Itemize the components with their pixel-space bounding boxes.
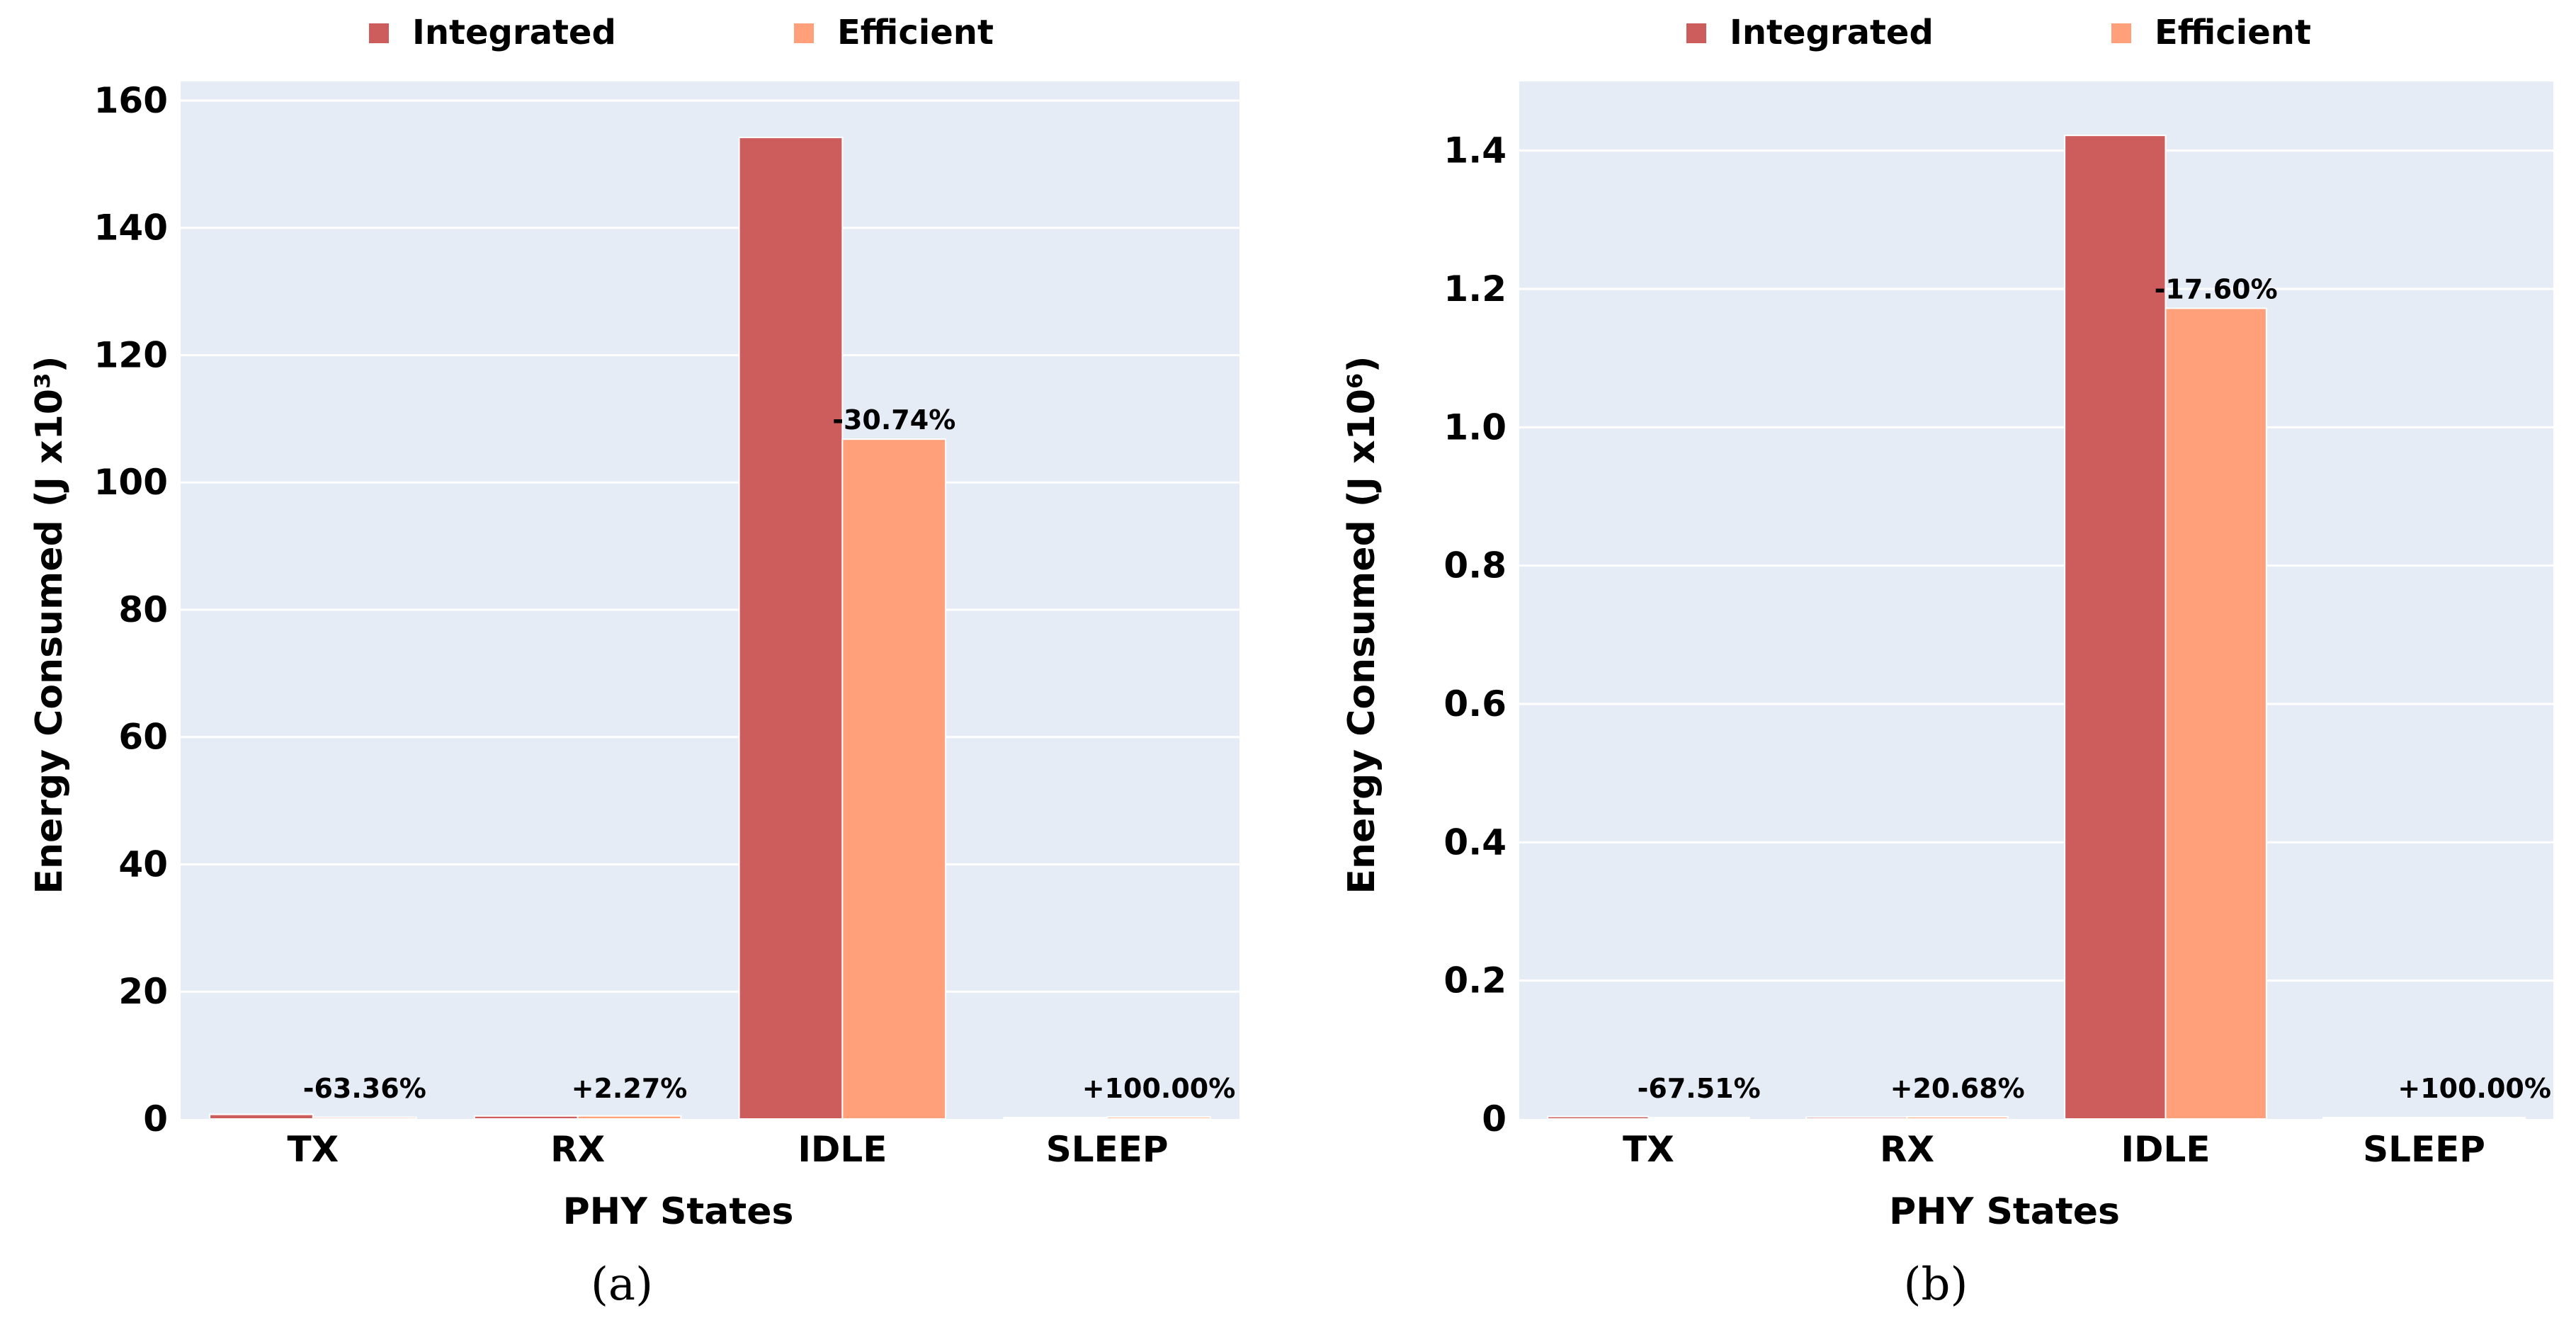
y-tick-label: 1.4 [1443,130,1507,171]
y-tick-label: 0.2 [1443,960,1507,1001]
panel-caption: (b) [1904,1258,1968,1311]
legend-label-integrated: Integrated [412,13,616,52]
bar-efficient-idle [841,438,947,1120]
chart-a: 0 20 40 60 80 100 120 140 160 -63.36% TX +2.27% RX -3… [28,13,1239,1311]
bar-percentage-label: -30.74% [832,404,955,436]
bar-efficient-sleep [1106,1116,1211,1120]
bar-integrated-rx [1805,1116,1908,1120]
bar-efficient-idle [2164,307,2267,1120]
bar-percentage-label: +2.27% [572,1073,688,1104]
y-tick-label: 60 [118,717,168,758]
y-tick-label: 40 [118,843,168,885]
bar-percentage-label: -63.36% [303,1073,426,1104]
y-tick-label: 1.2 [1443,268,1507,309]
legend-swatch-integrated [368,22,390,45]
plot-background [181,81,1239,1119]
y-tick-label: 100 [94,462,168,503]
y-tick-label: 0 [1482,1098,1507,1139]
bar-efficient-rx [577,1115,682,1120]
y-tick-label: 0.8 [1443,545,1507,586]
bar-efficient-tx [312,1116,417,1120]
bar-integrated-rx [473,1115,579,1120]
bar-percentage-label: -17.60% [2155,273,2278,305]
y-tick-label: 80 [118,589,168,630]
y-axis-title: Energy Consumed (J x10⁶) [1341,356,1383,894]
x-tick-label: RX [550,1129,605,1170]
y-axis-title: Energy Consumed (J x10³) [28,356,71,894]
x-axis-title: PHY States [563,1190,794,1233]
bar-integrated-tx [209,1113,314,1120]
legend-swatch-integrated [1685,22,1708,45]
x-tick-label: SLEEP [2363,1129,2485,1170]
y-tick-label: 0.6 [1443,683,1507,724]
y-tick-label: 140 [94,208,168,249]
x-axis-title: PHY States [1889,1190,2120,1233]
y-tick-label: 120 [94,334,168,375]
bar-percentage-label: +20.68% [1890,1073,2025,1104]
legend-label-efficient: Efficient [837,13,994,52]
bar-percentage-label: -67.51% [1638,1073,1761,1104]
bar-integrated-tx [1547,1115,1650,1120]
legend-label-integrated: Integrated [1730,13,1934,52]
legend-swatch-efficient [793,22,815,45]
x-tick-label: SLEEP [1046,1129,1169,1170]
x-tick-label: TX [288,1129,339,1170]
legend-swatch-efficient [2110,22,2133,45]
bar-integrated-sleep [2322,1117,2425,1120]
chart-b: 0 0.2 0.4 0.6 0.8 1.0 1.2 1.4 -67.51% TX +20.68% RX… [1341,13,2553,1311]
bar-integrated-idle [738,137,844,1120]
panel-caption: (a) [591,1258,653,1311]
bar-percentage-label: +100.00% [1082,1073,1236,1104]
x-tick-label: RX [1880,1129,1934,1170]
bar-percentage-label: +100.00% [2398,1073,2551,1104]
y-tick-label: 160 [94,80,168,121]
bar-efficient-rx [1906,1116,2009,1120]
y-tick-label: 1.0 [1443,407,1507,448]
y-tick-label: 20 [118,971,168,1012]
bar-efficient-tx [1647,1117,1750,1120]
x-tick-label: TX [1623,1129,1674,1170]
bar-efficient-sleep [2423,1117,2526,1120]
plot-background [1519,81,2553,1119]
x-tick-label: IDLE [2121,1129,2210,1170]
x-tick-label: IDLE [798,1129,887,1170]
bar-integrated-sleep [1003,1117,1108,1120]
legend-label-efficient: Efficient [2155,13,2311,52]
y-tick-label: 0 [143,1098,168,1139]
y-tick-label: 0.4 [1443,822,1507,863]
bar-integrated-idle [2064,135,2167,1120]
